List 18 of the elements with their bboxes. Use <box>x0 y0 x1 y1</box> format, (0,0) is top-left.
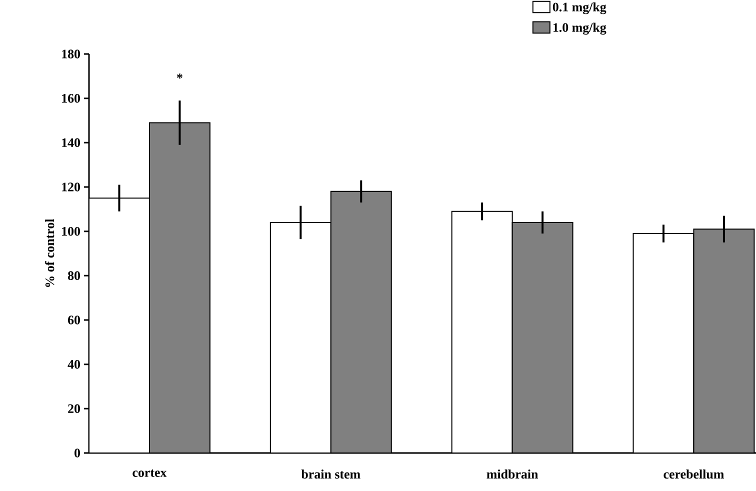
x-tick-label: cortex <box>132 469 167 477</box>
y-axis-title: % of control <box>44 218 54 287</box>
y-tick-label: 80 <box>68 271 80 280</box>
y-tick-label: 20 <box>68 404 80 414</box>
y-tick-label: 0 <box>74 448 80 458</box>
x-tick-label: midbrain <box>486 469 538 479</box>
y-tick-label: 100 <box>62 226 80 236</box>
y-tick-label: 140 <box>62 138 80 148</box>
y-tick-label: 120 <box>62 182 80 192</box>
annotation: * <box>177 74 182 79</box>
y-tick-label: 60 <box>68 316 80 324</box>
legend-label: 0.1 mg/kg <box>552 2 606 14</box>
x-tick-label: brain stem <box>301 469 360 479</box>
y-tick-label: 40 <box>68 360 80 369</box>
y-tick-label: 180 <box>62 50 80 58</box>
legend-label: 1.0 mg/kg <box>553 22 606 35</box>
y-tick-label: 160 <box>62 94 80 103</box>
x-tick-label: cerebellum <box>664 469 724 479</box>
